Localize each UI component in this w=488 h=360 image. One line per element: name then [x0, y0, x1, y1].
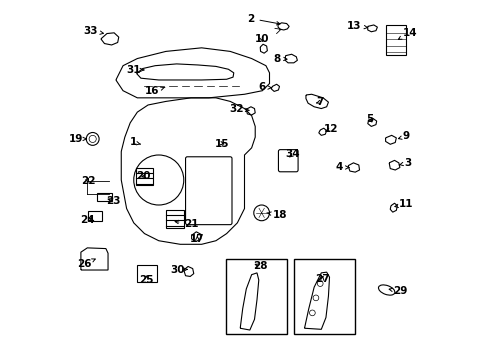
- Text: 19: 19: [68, 134, 86, 144]
- Text: 30: 30: [170, 265, 187, 275]
- Bar: [88, 211, 102, 221]
- Text: 9: 9: [398, 131, 408, 141]
- Bar: [165, 210, 183, 228]
- Text: 8: 8: [273, 54, 286, 64]
- Bar: [225, 259, 286, 334]
- Text: 1: 1: [130, 138, 140, 148]
- Text: 5: 5: [366, 113, 373, 123]
- Text: 4: 4: [335, 162, 348, 172]
- Text: 3: 3: [398, 158, 411, 168]
- Text: 18: 18: [266, 210, 286, 220]
- Text: 15: 15: [215, 139, 229, 149]
- Bar: [137, 265, 157, 282]
- Text: 26: 26: [77, 259, 95, 269]
- Text: 23: 23: [106, 196, 120, 206]
- Bar: [293, 259, 354, 334]
- Bar: [135, 168, 152, 185]
- Text: 31: 31: [126, 65, 143, 75]
- Text: 2: 2: [247, 14, 280, 25]
- Text: 20: 20: [136, 171, 150, 181]
- Text: 33: 33: [82, 26, 103, 36]
- Text: 14: 14: [398, 28, 416, 40]
- Text: 16: 16: [144, 86, 164, 96]
- Bar: [385, 24, 406, 55]
- Text: 25: 25: [139, 275, 153, 285]
- Text: 32: 32: [229, 104, 249, 114]
- Bar: [97, 193, 111, 202]
- Text: 28: 28: [253, 261, 267, 271]
- Text: 24: 24: [81, 215, 95, 225]
- Text: 21: 21: [175, 219, 199, 229]
- Text: 12: 12: [323, 124, 338, 134]
- Text: 34: 34: [285, 149, 300, 159]
- Text: 11: 11: [394, 199, 412, 209]
- Text: 29: 29: [388, 287, 407, 296]
- Text: 17: 17: [190, 234, 204, 244]
- Text: 7: 7: [315, 97, 323, 107]
- Text: 10: 10: [254, 34, 268, 44]
- Text: 13: 13: [346, 21, 367, 31]
- Text: 22: 22: [81, 176, 95, 186]
- Text: 6: 6: [258, 82, 271, 92]
- Text: 27: 27: [314, 274, 329, 284]
